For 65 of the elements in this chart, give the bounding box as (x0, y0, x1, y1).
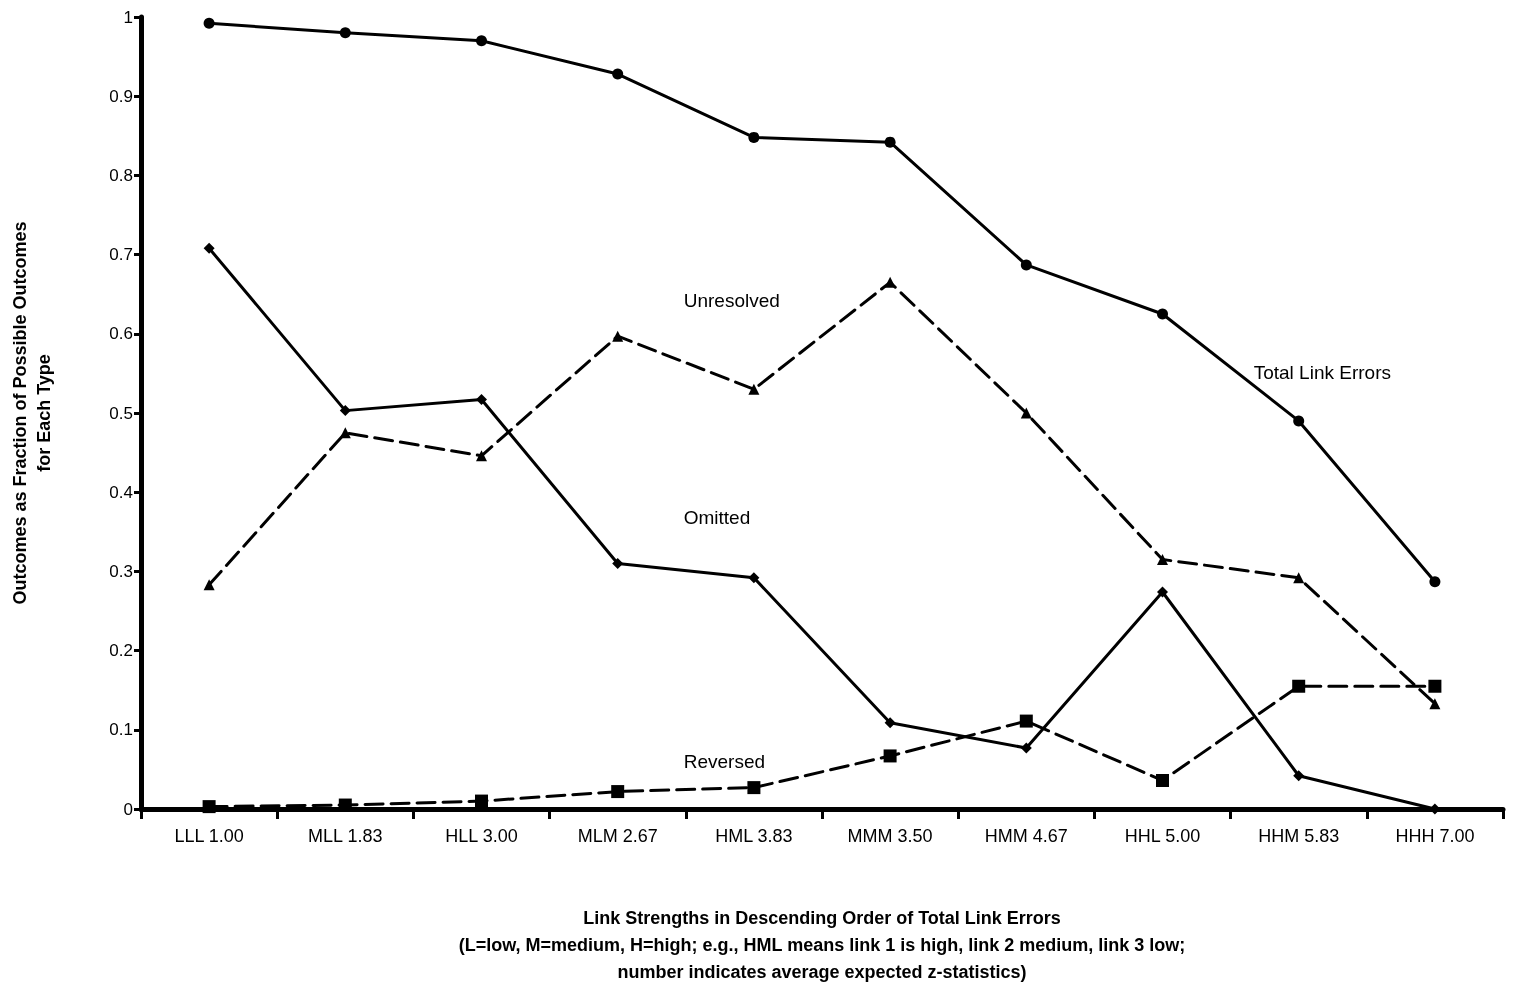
y-tick-label: 0.3 (109, 561, 133, 581)
y-tick-label: 0.6 (109, 324, 133, 344)
point (1156, 773, 1169, 787)
point (1428, 679, 1442, 693)
series-label: Total Link Errors (1253, 361, 1391, 383)
x-axis-title: Link Strengths in Descending Order of Total Link Errors (L=low, M=medium, H=high; e.g., HML means link 1 is high, link 2 medium, link 3 low; number indicates average expected z-statistics) (458, 907, 1186, 982)
point (476, 450, 487, 462)
point (339, 27, 351, 39)
point (884, 136, 896, 148)
y-axis-title: Outcomes as Fraction of Possible Outcomes for Each Type (10, 221, 54, 605)
y-tick-label: 0.1 (109, 720, 133, 740)
x-tick-label: HML 3.83 (715, 826, 793, 846)
text: Omitted (683, 507, 751, 529)
x-tick-label: HMM 4.67 (984, 826, 1068, 846)
series-label: Reversed (683, 750, 766, 772)
point (1020, 742, 1032, 754)
point (884, 717, 896, 729)
point (748, 383, 760, 395)
x-tick-label: HHH 7.00 (1395, 826, 1475, 846)
point (884, 276, 896, 288)
point (748, 572, 760, 584)
x-tick-label: HHM 5.83 (1258, 826, 1340, 846)
y-tick-label: 0.5 (109, 403, 133, 423)
point (1429, 698, 1441, 710)
point (612, 557, 624, 569)
point (611, 785, 625, 799)
x-tick-label: HLL 3.00 (445, 826, 518, 846)
x-tick-label: MLL 1.83 (308, 826, 383, 846)
point (1019, 714, 1033, 728)
y-tick-label: 1 (123, 7, 133, 27)
point (1293, 572, 1305, 584)
point (1292, 679, 1306, 693)
point (476, 35, 487, 47)
point (1157, 308, 1168, 320)
point (883, 749, 897, 763)
x-tick-label: MMM 3.50 (847, 826, 933, 846)
point (203, 17, 215, 29)
point (1020, 259, 1032, 271)
point (1157, 554, 1168, 566)
point (339, 427, 351, 439)
point (612, 68, 624, 80)
x-tick-label: LLL 1.00 (174, 826, 244, 846)
y-tick-label: 0.8 (109, 165, 133, 185)
point (339, 405, 351, 417)
y-tick-label: 0 (123, 799, 133, 819)
point (748, 131, 760, 143)
point (1293, 770, 1305, 782)
point (475, 794, 488, 808)
text: Unresolved (683, 290, 780, 312)
point (1157, 586, 1168, 598)
y-tick-label: 0.7 (109, 245, 133, 265)
point (476, 394, 487, 406)
point (612, 330, 624, 342)
point (203, 242, 215, 254)
y-tick-label: 0.2 (109, 641, 133, 661)
point (1293, 415, 1305, 427)
point (203, 579, 215, 591)
point (1020, 407, 1032, 419)
y-tick-label: 0.4 (109, 482, 133, 502)
x-tick-label: HHL 5.00 (1124, 826, 1201, 846)
point (1429, 576, 1441, 588)
x-tick-label: MLM 2.67 (577, 826, 658, 846)
point (747, 781, 761, 795)
y-tick-label: 0.9 (109, 86, 133, 106)
point (202, 800, 216, 814)
